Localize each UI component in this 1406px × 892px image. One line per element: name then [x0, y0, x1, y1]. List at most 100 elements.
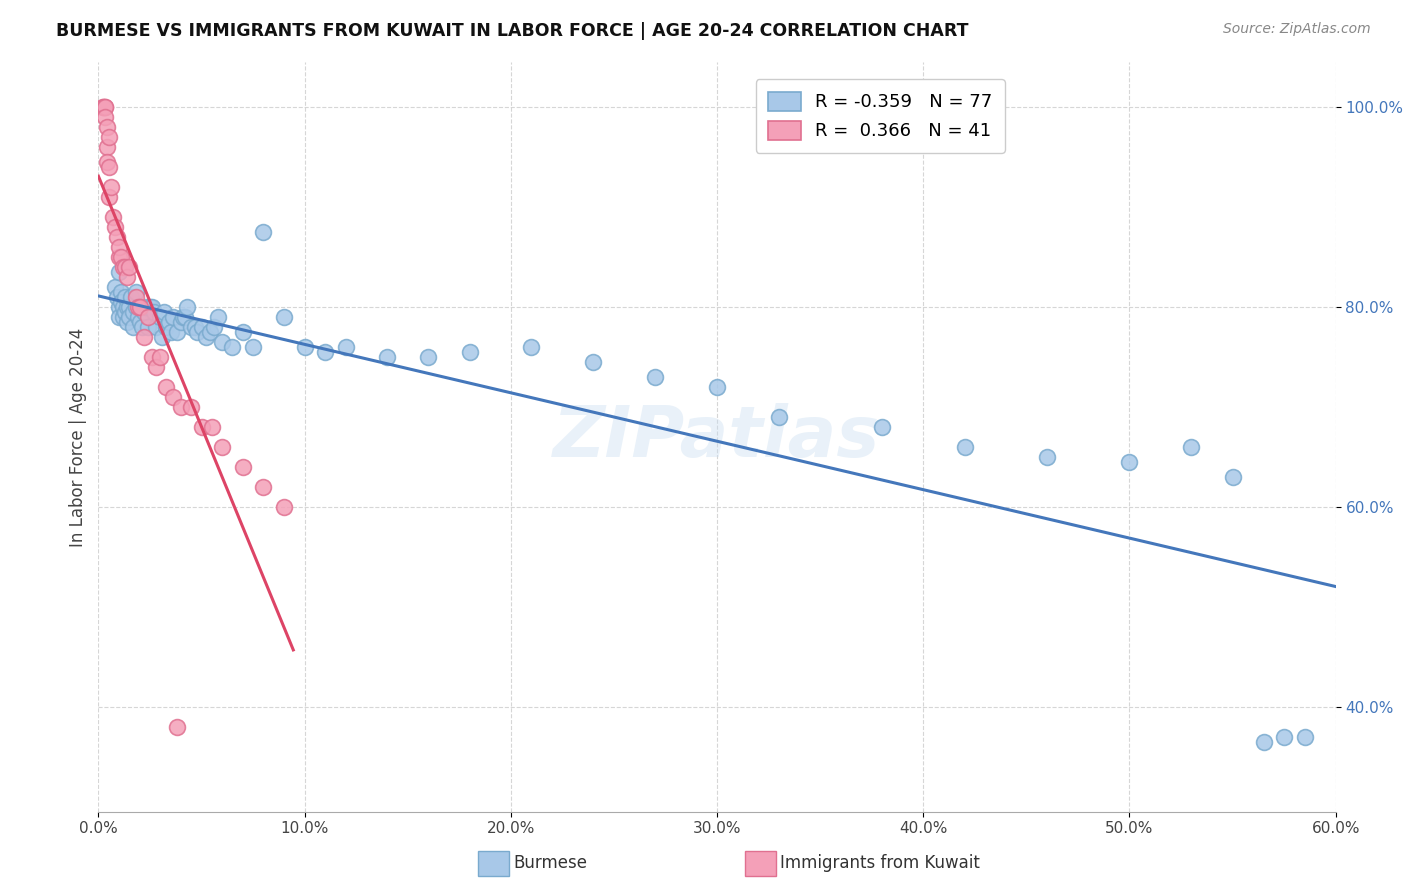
Point — [375, 350, 398, 364]
Point — [155, 380, 177, 394]
Point — [190, 320, 212, 334]
Point — [458, 345, 481, 359]
Point — [110, 285, 132, 300]
Point — [166, 720, 188, 734]
Point — [118, 260, 141, 275]
Point — [186, 325, 208, 339]
Point — [91, 100, 114, 114]
Point — [127, 310, 149, 325]
Point — [100, 180, 122, 194]
Point — [108, 300, 131, 314]
Point — [201, 420, 224, 434]
Legend: R = -0.359   N = 77, R =  0.366   N = 41: R = -0.359 N = 77, R = 0.366 N = 41 — [755, 79, 1005, 153]
Point — [105, 290, 128, 304]
Point — [114, 260, 136, 275]
Point — [170, 315, 193, 329]
Text: BURMESE VS IMMIGRANTS FROM KUWAIT IN LABOR FORCE | AGE 20-24 CORRELATION CHART: BURMESE VS IMMIGRANTS FROM KUWAIT IN LAB… — [56, 22, 969, 40]
Text: ZIPatlas: ZIPatlas — [554, 402, 880, 472]
Point — [184, 320, 207, 334]
Point — [132, 330, 155, 344]
Point — [108, 310, 131, 325]
Point — [112, 310, 135, 325]
Point — [108, 250, 131, 264]
Point — [207, 310, 229, 325]
Point — [1036, 450, 1059, 464]
Point — [117, 270, 139, 285]
Point — [232, 460, 254, 475]
Point — [1180, 440, 1202, 454]
Point — [128, 300, 150, 314]
Point — [128, 315, 150, 329]
Point — [93, 111, 115, 125]
Point — [768, 410, 790, 425]
Point — [202, 320, 225, 334]
Point — [97, 130, 120, 145]
Point — [418, 350, 440, 364]
Point — [1253, 735, 1275, 749]
Point — [145, 320, 167, 334]
Point — [252, 225, 274, 239]
Point — [252, 480, 274, 494]
Point — [120, 290, 142, 304]
Text: Source: ZipAtlas.com: Source: ZipAtlas.com — [1223, 22, 1371, 37]
Point — [136, 310, 159, 325]
Point — [145, 360, 167, 375]
Point — [211, 440, 233, 454]
Point — [124, 285, 146, 300]
Point — [150, 330, 173, 344]
Point — [155, 320, 177, 334]
Point — [124, 300, 146, 314]
Point — [135, 300, 157, 314]
Point — [180, 320, 202, 334]
Point — [273, 310, 295, 325]
Point — [170, 400, 193, 414]
Point — [110, 250, 132, 264]
Point — [122, 305, 145, 319]
Point — [153, 305, 176, 319]
Point — [162, 310, 184, 325]
Point — [172, 310, 194, 325]
Point — [198, 325, 221, 339]
Point — [104, 220, 127, 235]
Point — [194, 330, 217, 344]
Point — [93, 100, 115, 114]
Y-axis label: In Labor Force | Age 20-24: In Labor Force | Age 20-24 — [69, 327, 87, 547]
Point — [335, 340, 357, 354]
Point — [1272, 730, 1295, 744]
Point — [221, 340, 243, 354]
Point — [190, 420, 212, 434]
Point — [131, 320, 153, 334]
Point — [104, 280, 127, 294]
Point — [93, 100, 115, 114]
Point — [108, 265, 131, 279]
Point — [105, 230, 128, 244]
Point — [1222, 470, 1244, 484]
Point — [162, 390, 184, 404]
Point — [143, 305, 166, 319]
Point — [294, 340, 316, 354]
Point — [96, 155, 118, 169]
Point — [97, 190, 120, 204]
Point — [273, 500, 295, 514]
Point — [124, 290, 146, 304]
Point — [180, 400, 202, 414]
Point — [117, 300, 139, 314]
Point — [110, 295, 132, 310]
Point — [211, 335, 233, 350]
Point — [157, 315, 180, 329]
Point — [96, 120, 118, 135]
Point — [114, 305, 136, 319]
Point — [139, 300, 162, 314]
Point — [114, 290, 136, 304]
Point — [520, 340, 543, 354]
Point — [96, 140, 118, 154]
Point — [108, 240, 131, 254]
Text: Immigrants from Kuwait: Immigrants from Kuwait — [780, 855, 980, 872]
Point — [242, 340, 264, 354]
Point — [141, 350, 163, 364]
Point — [122, 320, 145, 334]
Point — [117, 315, 139, 329]
Point — [141, 300, 163, 314]
Point — [1294, 730, 1316, 744]
Point — [97, 161, 120, 175]
